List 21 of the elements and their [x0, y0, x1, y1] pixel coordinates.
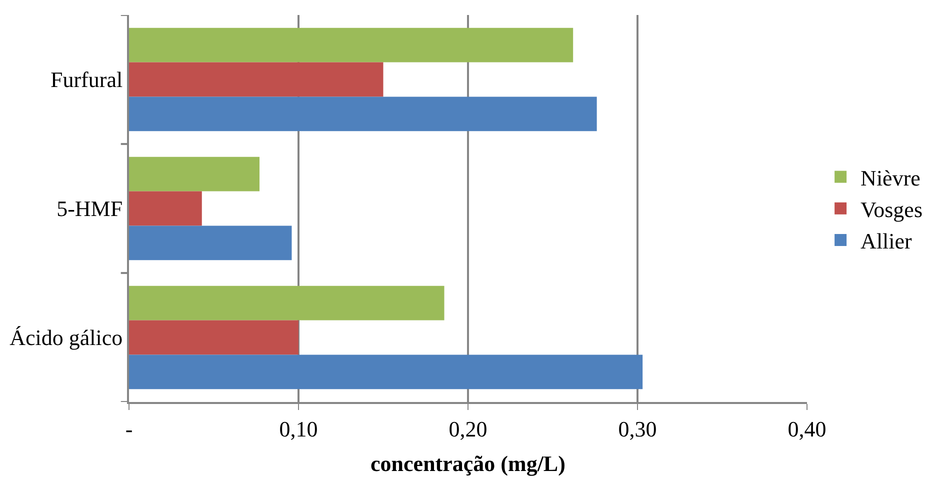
x-tick-label: 0,30: [618, 416, 657, 442]
y-tick-label: Furfural: [50, 67, 123, 92]
bar: [129, 320, 298, 355]
bar: [129, 226, 292, 260]
x-tick-label: 0,40: [788, 416, 826, 442]
legend-label: Vosges: [860, 196, 923, 222]
x-tick-label: 0,20: [448, 416, 488, 442]
y-tick-label: Ácido gálico: [10, 325, 123, 350]
bar: [129, 286, 444, 320]
x-axis-title: concentração (mg/L): [370, 450, 566, 476]
bar: [129, 156, 260, 192]
bar: [129, 28, 574, 62]
bar: [129, 96, 597, 132]
x-tick-label: -: [125, 416, 133, 442]
x-tick-label: 0,10: [279, 416, 318, 442]
bar: [129, 191, 202, 226]
bar: [129, 62, 384, 97]
y-tick-label: 5-HMF: [56, 196, 123, 222]
bar: [129, 354, 643, 390]
legend-label: Allier: [860, 228, 913, 254]
legend-label: Nièvre: [860, 165, 920, 190]
